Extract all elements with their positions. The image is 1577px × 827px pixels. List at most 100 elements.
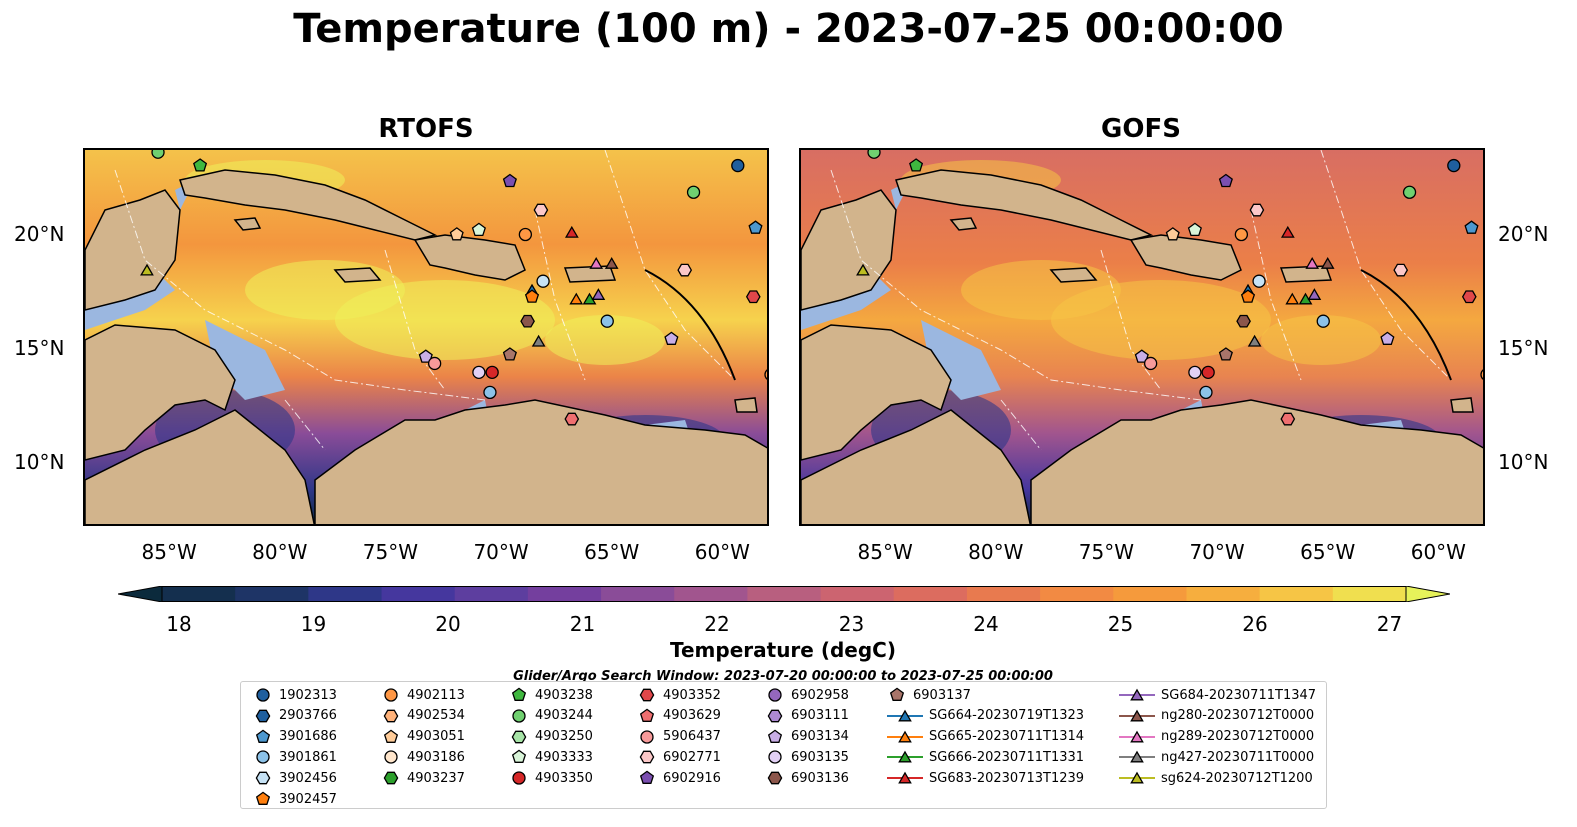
colorbar-frame [161, 586, 1407, 602]
legend-marker-icon [255, 771, 271, 785]
colorbar-segment [235, 586, 309, 602]
legend-symbol [639, 688, 655, 702]
lon-label-gofs-4: 65°W [1300, 540, 1356, 564]
float-marker-22 [520, 314, 535, 328]
legend-symbol [383, 729, 399, 743]
legend-marker-icon [768, 688, 782, 702]
legend-label: 3902456 [279, 770, 337, 786]
float-marker-7 [449, 227, 464, 241]
legend-label: sg624-20230712T1200 [1161, 770, 1313, 786]
legend-marker-icon [384, 688, 398, 702]
land-mass [333, 267, 382, 283]
legend-label: SG664-20230719T1323 [929, 708, 1085, 724]
legend-marker-icon [639, 688, 655, 702]
lon-label-gofs-3: 70°W [1189, 540, 1245, 564]
legend-symbol [512, 709, 526, 723]
legend-marker-icon [1130, 750, 1144, 763]
legend-marker-icon [767, 729, 783, 743]
legend-marker-icon [898, 730, 912, 743]
lon-label-rtofs-5: 60°W [694, 540, 750, 564]
float-marker-29 [1188, 365, 1202, 380]
float-marker-26 [1218, 347, 1233, 361]
float-marker-21 [1461, 290, 1477, 304]
lat-label-right-10: 10°N [1498, 450, 1549, 474]
land-mass [1030, 399, 1483, 524]
lat-label-left-10: 10°N [14, 450, 65, 474]
legend-marker-icon [768, 750, 782, 765]
legend-marker-icon [384, 750, 398, 765]
warm-patch [1051, 280, 1271, 360]
legend-label: 5906437 [663, 729, 721, 745]
legend-symbol [255, 729, 271, 743]
float-marker-25 [1380, 331, 1395, 345]
lat-label-right-20: 20°N [1498, 222, 1549, 246]
legend-label: ng427-20230711T0000 [1161, 749, 1315, 765]
legend-item-3902457: 3902457 [253, 789, 337, 809]
legend-item-6903134: 6903134 [765, 727, 849, 747]
float-marker-8 [1187, 222, 1202, 237]
legend-item-3902456: 3902456 [253, 768, 337, 788]
colorbar-segment [381, 586, 456, 602]
float-marker-9 [1234, 227, 1249, 242]
land-mass [1450, 397, 1474, 413]
legend-symbol [1119, 709, 1155, 722]
legend-label: 4903629 [663, 708, 721, 724]
colorbar-segment [1113, 586, 1187, 602]
float-marker-17 [1285, 292, 1300, 305]
lesser-antilles [1360, 269, 1452, 381]
legend-symbol [511, 687, 527, 701]
legend-label: SG683-20230713T1239 [929, 770, 1085, 786]
land-mass [1049, 267, 1098, 283]
legend-item-4902534: 4902534 [381, 706, 465, 726]
colorbar-segment [454, 586, 529, 602]
legend-symbol [639, 770, 655, 785]
boundary-line [1100, 249, 1162, 391]
legend-symbol [1119, 771, 1155, 784]
land-mass [85, 189, 181, 311]
legend-marker-icon [1130, 709, 1144, 722]
legend-symbol [256, 750, 270, 765]
figure-title: Temperature (100 m) - 2023-07-25 00:00:0… [293, 6, 1284, 52]
float-marker-4 [867, 150, 881, 159]
float-marker-20 [677, 263, 693, 277]
float-marker-28 [1143, 356, 1158, 371]
legend-label: 6902771 [663, 749, 721, 765]
legend-symbol [255, 771, 271, 785]
boundary-line [284, 399, 326, 451]
legend-marker-icon [511, 730, 527, 743]
legend-symbol [383, 709, 399, 723]
float-marker-14 [1240, 289, 1256, 303]
land-mass [413, 234, 526, 281]
float-marker-31 [483, 385, 497, 400]
legend-item-3901686: 3901686 [253, 727, 337, 747]
legend-marker-icon [383, 709, 399, 723]
legend-symbol [887, 771, 923, 784]
float-marker-3 [909, 158, 924, 172]
float-marker-11 [856, 263, 870, 276]
float-marker-28 [427, 356, 442, 371]
legend-item-ng289-20230712T0000: ng289-20230712T0000 [1119, 727, 1314, 747]
legend-label: 4903250 [535, 729, 593, 745]
legend-item-4903350: 4903350 [509, 768, 593, 788]
legend-label: 3902457 [279, 791, 337, 807]
legend-symbol [255, 791, 271, 805]
legend-marker-icon [889, 687, 905, 701]
float-marker-23 [1316, 314, 1330, 328]
float-marker-9 [518, 227, 533, 242]
legend-symbol [1119, 730, 1155, 743]
legend-marker-icon [511, 687, 527, 701]
legend-item-SG664-20230719T1323: SG664-20230719T1323 [887, 706, 1084, 726]
colorbar-segment [601, 586, 675, 602]
boundary-line [114, 169, 486, 401]
legend-label: 4903238 [535, 687, 593, 703]
legend-symbol [768, 688, 782, 702]
legend-item-SG684-20230711T1347: SG684-20230711T1347 [1119, 685, 1316, 705]
float-marker-26 [502, 347, 517, 361]
float-marker-27 [1134, 349, 1149, 363]
lat-label-left-15: 15°N [14, 336, 65, 360]
legend-item-6902916: 6902916 [637, 768, 721, 788]
colorbar-segment [162, 586, 236, 602]
legend-symbol [767, 709, 783, 723]
float-marker-12 [536, 274, 550, 288]
colorbar-segment [308, 586, 383, 602]
